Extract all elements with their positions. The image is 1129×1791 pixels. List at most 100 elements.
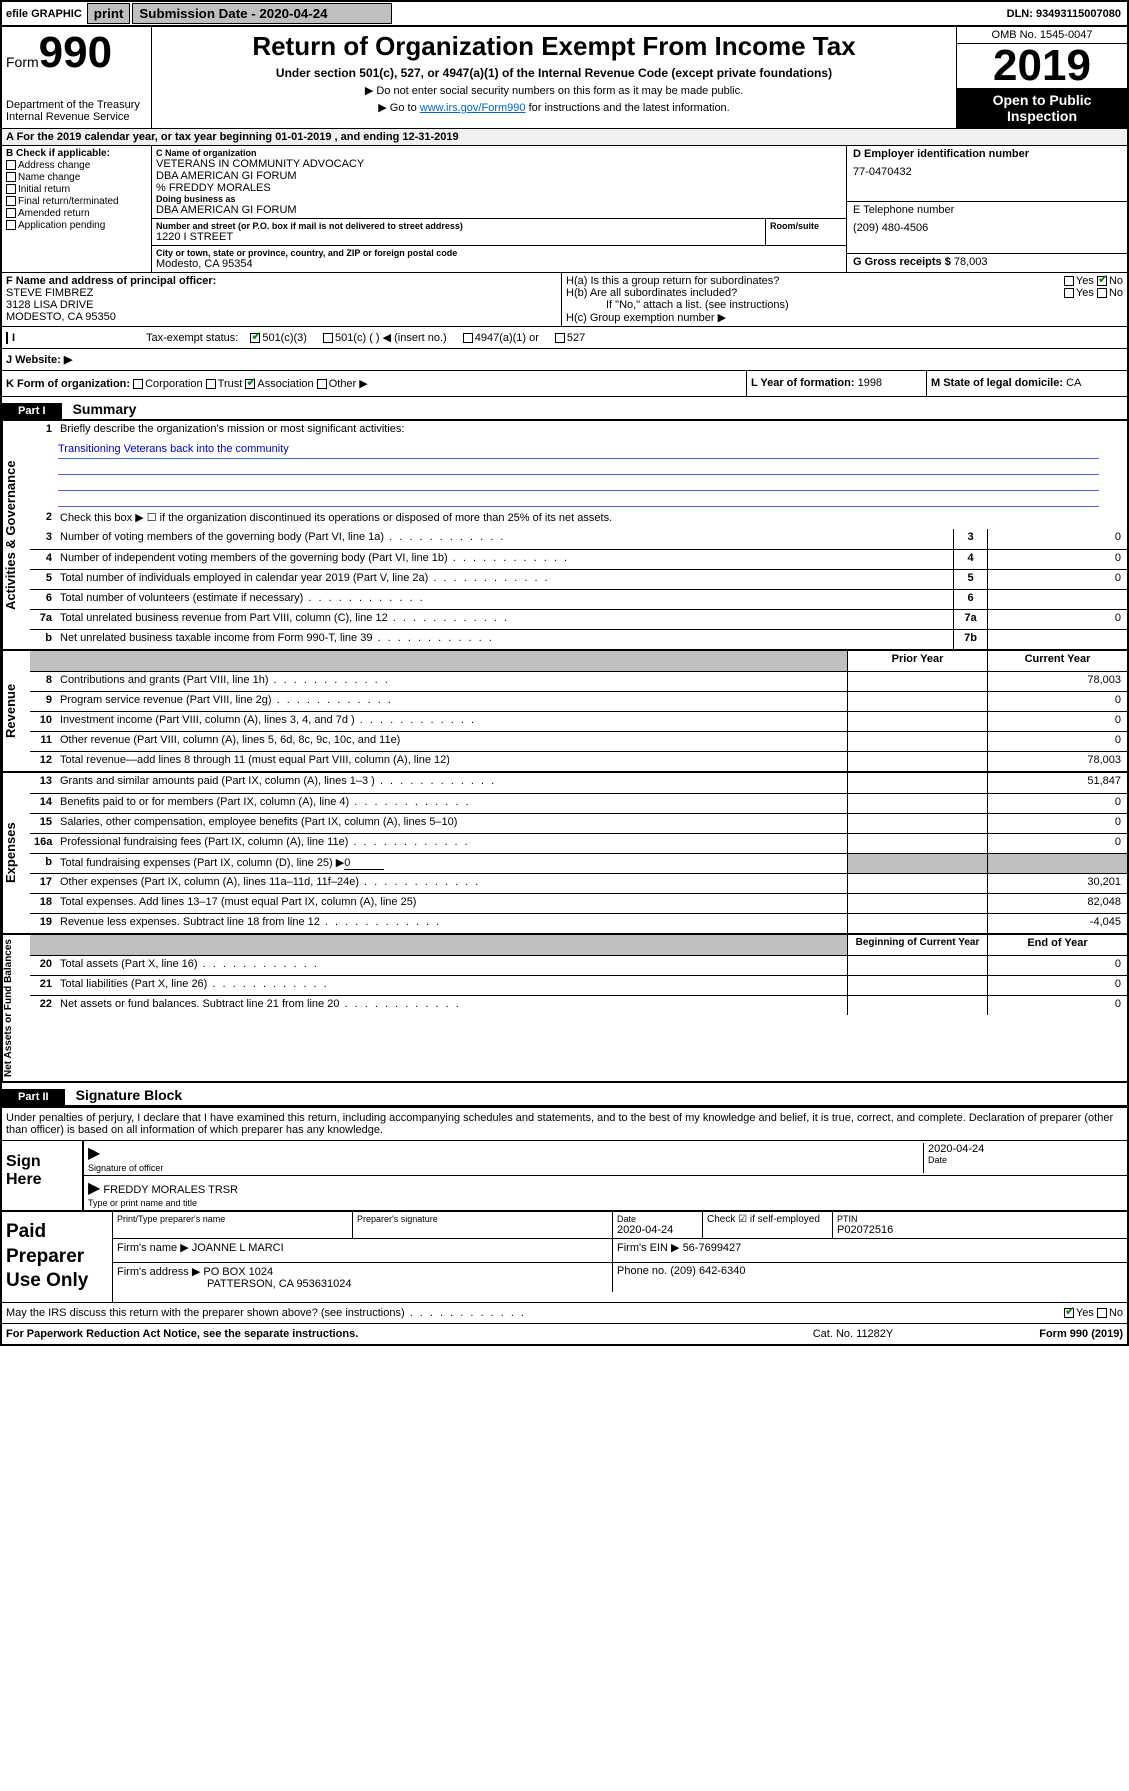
discuss-row: May the IRS discuss this return with the… (2, 1302, 1127, 1323)
perjury-text: Under penalties of perjury, I declare th… (2, 1107, 1127, 1140)
l4: Number of independent voting members of … (56, 550, 953, 569)
l16b: Total fundraising expenses (Part IX, col… (56, 854, 847, 873)
chk-name[interactable]: Name change (6, 172, 147, 183)
l11: Other revenue (Part VIII, column (A), li… (56, 732, 847, 751)
chk-527[interactable] (555, 333, 565, 343)
v5: 0 (987, 570, 1127, 589)
header-row: Form990 Department of the Treasury Inter… (2, 27, 1127, 128)
note-link: ▶ Go to www.irs.gov/Form990 for instruct… (160, 101, 948, 114)
l8: Contributions and grants (Part VIII, lin… (56, 672, 847, 691)
l6: Total number of volunteers (estimate if … (56, 590, 953, 609)
print-button[interactable]: print (87, 3, 131, 24)
gov-section: Activities & Governance 1Briefly describ… (2, 421, 1127, 649)
addr-val: 1220 I STREET (156, 231, 761, 243)
rev-section: Revenue Prior YearCurrent Year 8Contribu… (2, 649, 1127, 771)
c13: 51,847 (987, 773, 1127, 793)
firm-name-line: Firm's name ▶ JOANNE L MARCI Firm's EIN … (113, 1239, 1127, 1263)
l10: Investment income (Part VIII, column (A)… (56, 712, 847, 731)
footer-row: For Paperwork Reduction Act Notice, see … (2, 1323, 1127, 1344)
paid-fields: Print/Type preparer's name Preparer's si… (112, 1212, 1127, 1302)
tab-expenses: Expenses (2, 773, 30, 933)
chk-501c[interactable] (323, 333, 333, 343)
f-name: STEVE FIMBREZ (6, 287, 557, 299)
form-title: Return of Organization Exempt From Incom… (160, 31, 948, 62)
i-label: I (6, 332, 146, 344)
mission-text: Transitioning Veterans back into the com… (58, 443, 1099, 459)
officer-row: F Name and address of principal officer:… (2, 272, 1127, 326)
chk-trust[interactable] (206, 379, 216, 389)
note-ssn: ▶ Do not enter social security numbers o… (160, 84, 948, 97)
addr-label: Number and street (or P.O. box if mail i… (156, 221, 761, 231)
box-h: H(a) Is this a group return for subordin… (562, 273, 1127, 326)
chk-4947[interactable] (463, 333, 473, 343)
chk-amended[interactable]: Amended return (6, 208, 147, 219)
l21: Total liabilities (Part X, line 26) (56, 976, 847, 995)
form-subtitle: Under section 501(c), 527, or 4947(a)(1)… (160, 66, 948, 80)
submission-date-button[interactable]: Submission Date - 2020-04-24 (132, 3, 392, 24)
org-name-box: C Name of organization VETERANS IN COMMU… (152, 146, 846, 219)
prep-line1: Print/Type preparer's name Preparer's si… (113, 1212, 1127, 1239)
c17: 30,201 (987, 874, 1127, 893)
ein-label: D Employer identification number (853, 148, 1121, 160)
period-row: A For the 2019 calendar year, or tax yea… (2, 128, 1127, 145)
c20: 0 (987, 956, 1127, 975)
h-c: H(c) Group exemption number ▶ (566, 311, 1123, 324)
l22: Net assets or fund balances. Subtract li… (56, 996, 847, 1015)
chk-corp[interactable] (133, 379, 143, 389)
footer-left: For Paperwork Reduction Act Notice, see … (6, 1328, 763, 1340)
part2-hdr: Part II (2, 1089, 65, 1105)
typed-name-line: ▶ FREDDY MORALES TRSRType or print name … (84, 1176, 1127, 1210)
discuss-yes[interactable] (1064, 1308, 1074, 1318)
chk-final[interactable]: Final return/terminated (6, 196, 147, 207)
chk-501c3[interactable] (250, 333, 260, 343)
form-word: Form (6, 54, 39, 70)
box-f: F Name and address of principal officer:… (2, 273, 562, 326)
l19: Revenue less expenses. Subtract line 18 … (56, 914, 847, 933)
l9: Program service revenue (Part VIII, line… (56, 692, 847, 711)
tab-net: Net Assets or Fund Balances (2, 935, 30, 1081)
chk-initial[interactable]: Initial return (6, 184, 147, 195)
h-b: H(b) Are all subordinates included?Yes N… (566, 287, 1123, 299)
c9: 0 (987, 692, 1127, 711)
part2-bar: Part II Signature Block (2, 1081, 1127, 1107)
part1-title: Summary (73, 401, 137, 417)
org-dba1: DBA AMERICAN GI FORUM (156, 170, 842, 182)
l3: Number of voting members of the governin… (56, 529, 953, 549)
sig-officer-line: ▶Signature of officer 2020-04-24Date (84, 1141, 1127, 1176)
discuss-no[interactable] (1097, 1308, 1107, 1318)
l2: Check this box ▶ ☐ if the organization d… (56, 509, 1127, 529)
chk-assoc[interactable] (245, 379, 255, 389)
c12: 78,003 (987, 752, 1127, 771)
addr-row: Number and street (or P.O. box if mail i… (152, 219, 846, 246)
exp-content: 13Grants and similar amounts paid (Part … (30, 773, 1127, 933)
chk-address[interactable]: Address change (6, 160, 147, 171)
ein-val: 77-0470432 (853, 166, 1121, 178)
city-val: Modesto, CA 95354 (156, 258, 842, 270)
tax-year: 2019 (957, 44, 1127, 88)
footer-mid: Cat. No. 11282Y (763, 1328, 943, 1340)
form990-link[interactable]: www.irs.gov/Form990 (420, 102, 526, 114)
room-label: Room/suite (770, 221, 842, 231)
c11: 0 (987, 732, 1127, 751)
v4: 0 (987, 550, 1127, 569)
tab-governance: Activities & Governance (2, 421, 30, 649)
l12: Total revenue—add lines 8 through 11 (mu… (56, 752, 847, 771)
end-hdr: End of Year (987, 935, 1127, 955)
website-row: J Website: ▶ (2, 348, 1127, 370)
v7b (987, 630, 1127, 649)
l13: Grants and similar amounts paid (Part IX… (56, 773, 847, 793)
addr-left: Number and street (or P.O. box if mail i… (152, 219, 766, 245)
l20: Total assets (Part X, line 16) (56, 956, 847, 975)
chk-pending[interactable]: Application pending (6, 220, 147, 231)
efile-label: efile GRAPHIC (2, 8, 86, 20)
net-content: Beginning of Current YearEnd of Year 20T… (30, 935, 1127, 1081)
chk-other[interactable] (317, 379, 327, 389)
tel-box: E Telephone number (209) 480-4506 (847, 202, 1127, 254)
c16a: 0 (987, 834, 1127, 853)
korg-row: K Form of organization: Corporation Trus… (2, 370, 1127, 397)
l7a: Total unrelated business revenue from Pa… (56, 610, 953, 629)
c18: 82,048 (987, 894, 1127, 913)
v7a: 0 (987, 610, 1127, 629)
c21: 0 (987, 976, 1127, 995)
sign-here-row: Sign Here ▶Signature of officer 2020-04-… (2, 1140, 1127, 1210)
